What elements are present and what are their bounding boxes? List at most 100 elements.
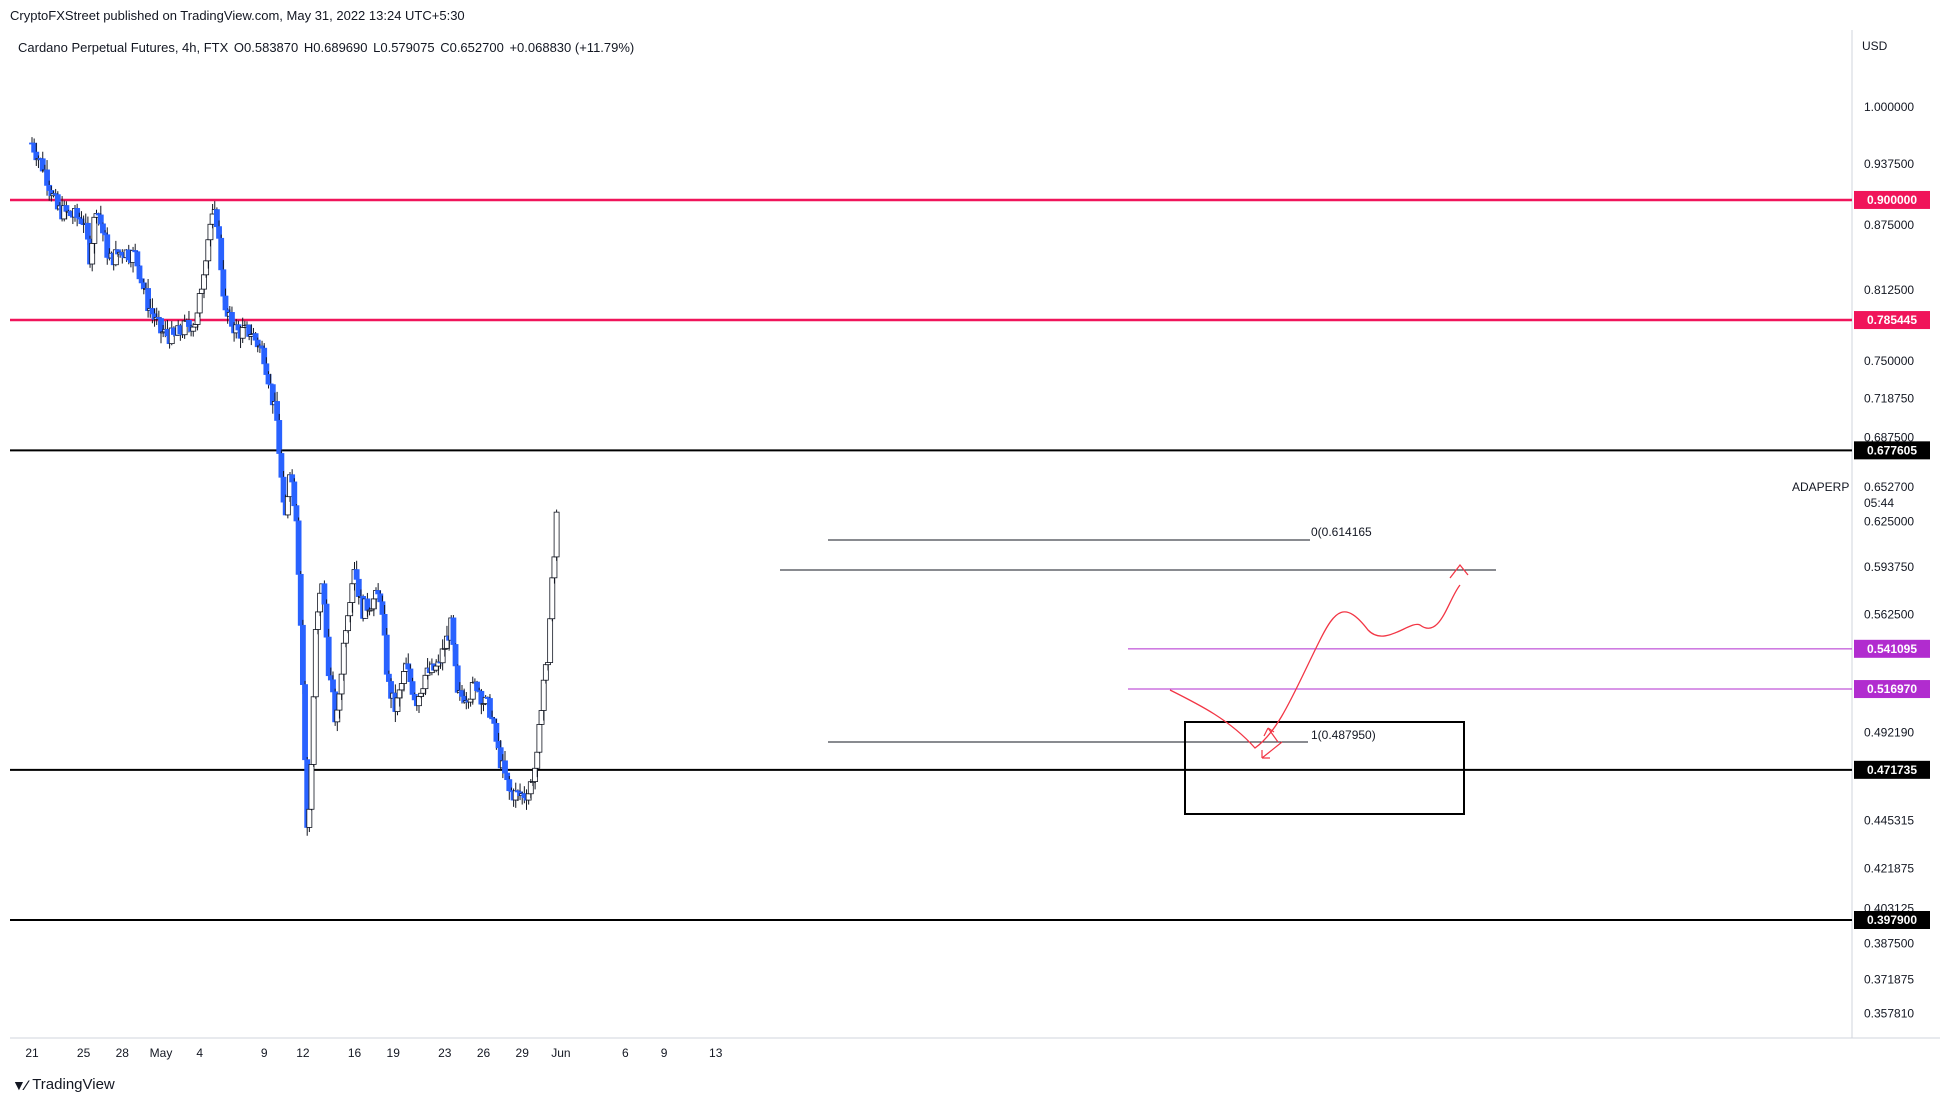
horizontal-levels: 0.900000 0.785445 0.677605 0.541095 0.516970… bbox=[10, 190, 1930, 929]
tradingview-logo[interactable]: ▼⁄ TradingView bbox=[12, 1076, 115, 1093]
candle-body-242 bbox=[549, 577, 556, 620]
x-tick-15: 13 bbox=[709, 1046, 723, 1060]
y-tick-0: 1.000000 bbox=[1864, 100, 1914, 114]
y-tick-14: 0.387500 bbox=[1864, 936, 1914, 950]
projection-arrow-icon bbox=[1449, 563, 1469, 579]
level-label-6: 0.397900 bbox=[1867, 913, 1917, 927]
x-tick-10: 26 bbox=[477, 1046, 491, 1060]
y-tick-1: 0.937500 bbox=[1864, 157, 1914, 171]
y-axis-ticks: 1.000000 0.937500 0.875000 0.812500 0.750000… bbox=[1864, 100, 1914, 1021]
y-tick-11: 0.445315 bbox=[1864, 814, 1914, 828]
level-label-5: 0.471735 bbox=[1867, 763, 1917, 777]
x-tick-7: 16 bbox=[348, 1046, 362, 1060]
level-label-3: 0.541095 bbox=[1867, 642, 1917, 656]
y-tick-5: 0.718750 bbox=[1864, 391, 1914, 405]
last-price-label: 0.652700 bbox=[1864, 480, 1914, 494]
x-tick-5: 9 bbox=[261, 1046, 268, 1060]
level-label-0: 0.900000 bbox=[1867, 193, 1917, 207]
demand-zone-box bbox=[1184, 721, 1465, 815]
ohlc-open: O0.583870 bbox=[233, 40, 299, 55]
y-tick-10: 0.492190 bbox=[1864, 725, 1914, 739]
candle-body-126 bbox=[299, 624, 306, 686]
level-label-2: 0.677605 bbox=[1867, 443, 1917, 457]
ohlc-close: C0.652700 bbox=[440, 40, 504, 55]
fib-level-1-label: 1(0.487950) bbox=[1311, 728, 1376, 742]
candle-body-124 bbox=[295, 520, 302, 575]
candle-body-127 bbox=[302, 684, 308, 761]
candle-body-196 bbox=[450, 617, 457, 645]
candle-body-145 bbox=[340, 642, 347, 675]
x-tick-6: 12 bbox=[296, 1046, 310, 1060]
tradingview-brand: TradingView bbox=[32, 1076, 115, 1093]
candle-body-122 bbox=[291, 481, 298, 507]
candle-body-78 bbox=[196, 293, 203, 314]
y-tick-7: 0.625000 bbox=[1864, 515, 1914, 529]
x-tick-9: 23 bbox=[438, 1046, 452, 1060]
level-tag-4 bbox=[1854, 680, 1930, 699]
level-tag-5 bbox=[1854, 760, 1930, 779]
level-label-4: 0.516970 bbox=[1867, 682, 1917, 696]
x-tick-1: 25 bbox=[77, 1046, 91, 1060]
level-tag-0 bbox=[1854, 190, 1930, 209]
currency-label: USD bbox=[1862, 39, 1888, 53]
y-tick-4: 0.750000 bbox=[1864, 354, 1914, 368]
candle-body-236 bbox=[536, 723, 543, 753]
x-tick-13: 6 bbox=[622, 1046, 629, 1060]
candle-body-125 bbox=[297, 573, 304, 626]
candle-body-151 bbox=[353, 569, 360, 580]
candle-body-197 bbox=[452, 644, 459, 667]
symbol-name[interactable]: Cardano Perpetual Futures, 4h, FTX bbox=[18, 40, 229, 55]
level-tag-6 bbox=[1854, 911, 1930, 929]
level-tag-1 bbox=[1854, 311, 1930, 330]
x-tick-0: 21 bbox=[25, 1046, 39, 1060]
candle-body-238 bbox=[540, 679, 547, 711]
y-tick-6: 0.687500 bbox=[1864, 431, 1914, 445]
bar-countdown: 05:44 bbox=[1864, 496, 1894, 510]
level-label-1: 0.785445 bbox=[1867, 313, 1917, 327]
candle-body-115 bbox=[276, 420, 283, 454]
symbol-tag: ADAPERP bbox=[1792, 480, 1849, 494]
x-tick-11: 29 bbox=[516, 1046, 530, 1060]
y-tick-3: 0.812500 bbox=[1864, 283, 1914, 297]
candle-body-130 bbox=[308, 764, 315, 810]
ohlc-low: L0.579075 bbox=[373, 40, 435, 55]
ohlc-change: +0.068830 (+11.79%) bbox=[509, 40, 635, 55]
candle-body-50 bbox=[136, 265, 143, 280]
level-tag-3 bbox=[1854, 639, 1930, 658]
x-tick-8: 19 bbox=[387, 1046, 401, 1060]
candle-body-90 bbox=[222, 295, 229, 311]
candle-body-241 bbox=[547, 618, 554, 663]
x-tick-2: 28 bbox=[116, 1046, 130, 1060]
fib-level-0-label: 0(0.614165 bbox=[1311, 525, 1372, 539]
x-axis-ticks: 21 25 28 May 4 9 12 16 19 23 26 29 Jun 6 9 13 bbox=[25, 1046, 722, 1060]
x-tick-4: 4 bbox=[196, 1046, 203, 1060]
candle-body-49 bbox=[134, 251, 141, 267]
candle-body-173 bbox=[401, 671, 407, 684]
tradingview-logo-icon: ▼⁄ bbox=[12, 1076, 27, 1093]
y-tick-16: 0.357810 bbox=[1864, 1007, 1914, 1021]
candle-body-131 bbox=[310, 696, 317, 765]
x-tick-3: May bbox=[150, 1046, 173, 1060]
candle-body-177 bbox=[409, 681, 416, 695]
x-tick-14: 9 bbox=[661, 1046, 668, 1060]
candle-body-244 bbox=[553, 511, 560, 558]
candle-body-98 bbox=[239, 326, 246, 339]
y-tick-8: 0.593750 bbox=[1864, 560, 1914, 574]
drawings: 0(0.614165 1(0.487950) bbox=[780, 525, 1496, 815]
projection-path bbox=[1169, 584, 1461, 749]
candle-body-220 bbox=[502, 760, 508, 774]
y-tick-2: 0.875000 bbox=[1864, 218, 1914, 232]
candle-body-129 bbox=[306, 808, 313, 828]
y-tick-15: 0.371875 bbox=[1864, 973, 1914, 987]
candle-body-235 bbox=[534, 751, 541, 769]
y-tick-12: 0.421875 bbox=[1864, 861, 1914, 875]
published-line: CryptoFXStreet published on TradingView.… bbox=[10, 8, 465, 23]
y-tick-9: 0.562500 bbox=[1864, 608, 1914, 622]
candle-body-165 bbox=[383, 634, 390, 675]
symbol-legend[interactable]: Cardano Perpetual Futures, 4h, FTX O0.58… bbox=[18, 40, 636, 55]
pivot-arrows-icon bbox=[1261, 727, 1283, 759]
candle-body-32 bbox=[97, 214, 104, 225]
x-tick-12: Jun bbox=[551, 1046, 570, 1060]
candles bbox=[29, 137, 560, 836]
